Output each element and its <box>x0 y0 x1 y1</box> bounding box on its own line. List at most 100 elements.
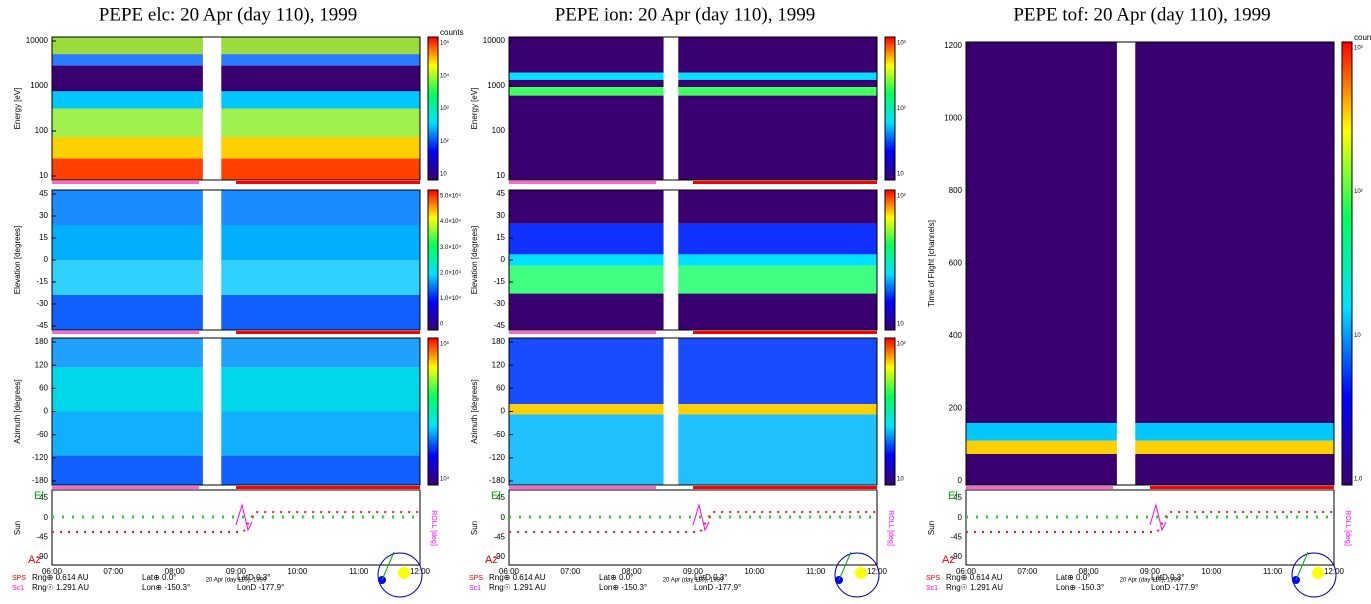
y-tick-label: 0 <box>958 476 963 485</box>
footer-text: LatD 0.3° <box>237 573 270 582</box>
sun-icon <box>1312 567 1324 579</box>
panel-title: PEPE elc: 20 Apr (day 110), 1999 <box>99 4 357 25</box>
y-tick-label: 0 <box>44 513 49 522</box>
spectrogram-band <box>52 225 420 260</box>
y-tick-label: -15 <box>36 277 48 286</box>
status-bar <box>52 331 200 334</box>
footer-text: SPS <box>469 575 483 582</box>
y-tick-label: 0 <box>501 255 506 264</box>
colorbar-tick-label: 1.0×10⁴ <box>440 295 462 302</box>
y-tick-label: 100 <box>492 126 506 135</box>
date-label: 20 Apr (day 110), 1999 <box>206 578 267 584</box>
footer-text: LatD 0.3° <box>694 573 727 582</box>
colorbar-tick-label: 3.0×10⁴ <box>440 244 462 251</box>
sun-icon <box>855 567 867 579</box>
footer-text: Lon⊕ -150.3° <box>142 583 190 592</box>
status-bar <box>509 486 657 489</box>
colorbar-tick-label: 10³ <box>440 106 449 112</box>
y-tick-label: -90 <box>950 552 962 561</box>
data-gap <box>663 37 679 180</box>
spectrogram-band <box>509 95 877 180</box>
footer-text: LonD -177.9° <box>237 583 284 592</box>
spectrogram-band <box>52 411 420 456</box>
y-tick-label: 30 <box>39 211 48 220</box>
y-tick-label: 10 <box>496 171 505 180</box>
status-bar <box>509 331 657 334</box>
colorbar <box>884 36 896 181</box>
spectrogram-band <box>52 158 420 180</box>
x-tick-label: 11:00 <box>1263 567 1283 576</box>
sun-plot-frame <box>508 489 878 566</box>
right-axis-label: ROLL [deg] <box>887 510 894 546</box>
spectrogram-band <box>52 137 420 159</box>
x-tick-label: 12:00 <box>1324 567 1345 576</box>
y-axis-label: Azimuth [degrees] <box>13 379 22 443</box>
footer-text: Lat⊕ 0.0° <box>599 573 633 582</box>
spectrogram-band <box>52 455 420 485</box>
spectrogram-band <box>966 453 1334 485</box>
spectrogram-band <box>509 338 877 405</box>
colorbar-tick-label: 2.0×10⁴ <box>440 269 462 276</box>
colorbar-tick-label: 10⁴ <box>440 72 450 79</box>
y-tick-label: 45 <box>39 493 48 502</box>
spectrogram-band <box>52 54 420 66</box>
footer-text: Rng☉ 1.291 AU <box>946 583 1003 592</box>
spectrogram-band <box>52 190 420 225</box>
x-tick-label: 06:00 <box>956 567 977 576</box>
y-tick-label: -45 <box>36 532 48 541</box>
y-tick-label: 45 <box>496 189 505 198</box>
y-tick-label: 15 <box>39 233 48 242</box>
colorbar-tick-label: 0 <box>440 322 444 328</box>
colorbar-tick-label: 10² <box>897 342 906 348</box>
y-tick-label: -15 <box>493 277 505 286</box>
y-tick-label: 180 <box>492 337 506 346</box>
orbit <box>1291 552 1337 598</box>
x-tick-label: 06:00 <box>499 567 520 576</box>
y-tick-label: 180 <box>35 337 49 346</box>
sun-plot-frame <box>51 489 421 566</box>
data-gap <box>1116 42 1136 485</box>
status-bar <box>509 181 657 184</box>
status-bar <box>52 486 200 489</box>
y-tick-label: -90 <box>36 552 48 561</box>
roll-trace <box>235 503 253 532</box>
x-tick-label: 08:00 <box>622 567 643 576</box>
spectrogram-band <box>509 37 877 73</box>
y-tick-label: 100 <box>35 126 49 135</box>
y-tick-label: -90 <box>493 552 505 561</box>
colorbar-tick-label: 10 <box>897 477 904 483</box>
footer-text: Rng⊕ 0.614 AU <box>32 573 89 582</box>
footer-text: Lat⊕ 0.0° <box>142 573 176 582</box>
status-bar <box>236 486 420 489</box>
y-tick-label: 10000 <box>483 36 506 45</box>
spectrogram-band <box>52 295 420 330</box>
series-label: Az <box>485 554 498 566</box>
colorbar-tick-label: 10² <box>440 139 449 145</box>
x-tick-label: 08:00 <box>165 567 186 576</box>
colorbar-tick-label: 10 <box>897 172 904 178</box>
footer-text: Lat⊕ 0.0° <box>1056 573 1090 582</box>
x-tick-label: 07:00 <box>560 567 581 576</box>
x-tick-label: 07:00 <box>1017 567 1038 576</box>
sc-line <box>838 551 852 581</box>
spectrogram-band <box>52 260 420 295</box>
status-bar <box>236 181 420 184</box>
roll-trace <box>692 503 710 532</box>
spectrogram-band <box>966 440 1334 454</box>
x-tick-label: 06:00 <box>42 567 63 576</box>
data-gap <box>202 190 222 330</box>
y-tick-label: 30 <box>496 211 505 220</box>
footer-text: Sc1 <box>469 585 481 592</box>
y-tick-label: -45 <box>36 321 48 330</box>
y-axis-label: Sun <box>927 521 936 535</box>
colorbar <box>427 189 439 331</box>
orbit <box>834 552 880 598</box>
date-label: 20 Apr (day 110), 1999 <box>1120 578 1181 584</box>
colorbar <box>427 337 439 486</box>
y-axis-label: Azimuth [degrees] <box>470 379 479 443</box>
date-label: 20 Apr (day 110), 1999 <box>663 578 724 584</box>
az-trace <box>509 511 877 533</box>
data-gap <box>663 338 679 485</box>
colorbar-tick-label: 5.0×10⁴ <box>440 193 462 200</box>
footer-text: Sc1 <box>926 585 938 592</box>
